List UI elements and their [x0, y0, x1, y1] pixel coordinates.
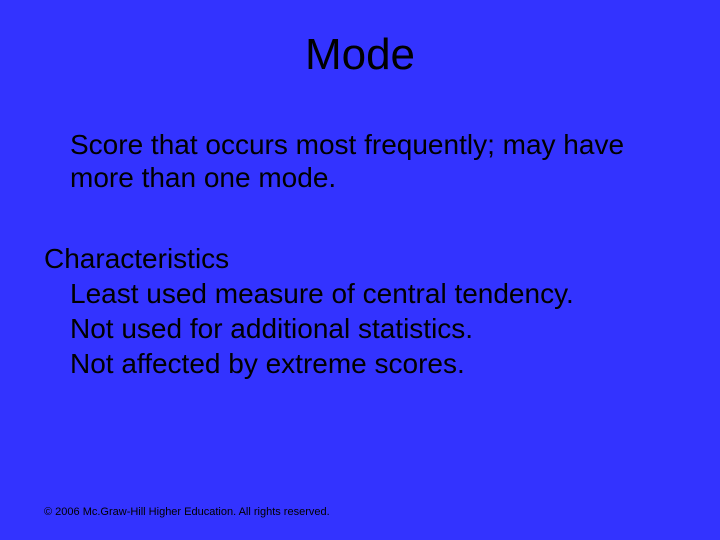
slide: Mode Score that occurs most frequently; … [0, 0, 720, 540]
characteristics-item: Not used for additional statistics. [70, 312, 676, 345]
slide-body: Score that occurs most frequently; may h… [44, 128, 676, 382]
definition-text: Score that occurs most frequently; may h… [70, 128, 676, 194]
copyright-footer: © 2006 Mc.Graw-Hill Higher Education. Al… [44, 506, 330, 518]
characteristics-heading: Characteristics [44, 242, 676, 275]
characteristics-item: Least used measure of central tendency. [70, 277, 676, 310]
slide-title: Mode [0, 30, 720, 80]
characteristics-item: Not affected by extreme scores. [70, 347, 676, 380]
